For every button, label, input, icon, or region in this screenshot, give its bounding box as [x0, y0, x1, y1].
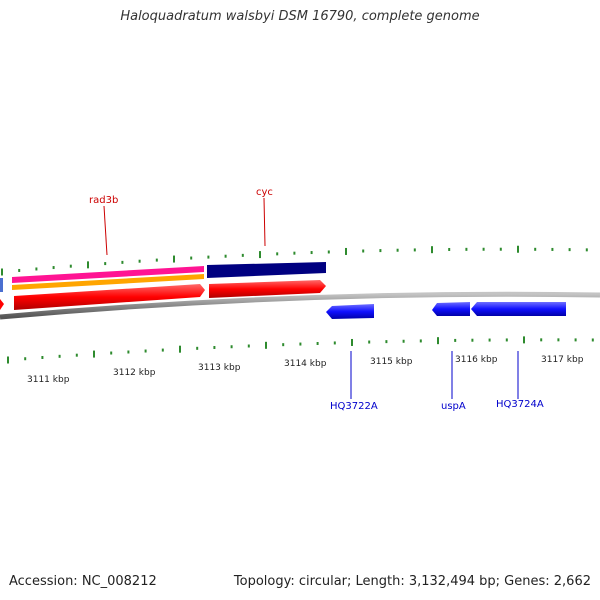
gene-label-hq3724a[interactable]: HQ3724A: [496, 399, 544, 410]
rad3b-feature: [12, 266, 204, 283]
kbp-label: 3116 kbp: [455, 355, 498, 365]
gene-label-hq3722a[interactable]: HQ3722A: [330, 401, 378, 412]
kbp-label: 3112 kbp: [113, 368, 156, 378]
gene-label-cyc[interactable]: cyc: [256, 187, 273, 198]
forward-cds-arrow: [14, 284, 205, 310]
ticks-upper-ring: [1, 245, 588, 276]
reverse-cds-arrow: [326, 304, 374, 319]
kbp-label: 3114 kbp: [284, 359, 327, 369]
kbp-label: 3115 kbp: [370, 357, 413, 367]
genome-summary-text: Topology: circular; Length: 3,132,494 bp…: [233, 574, 591, 589]
reverse-cds-arrow: [432, 302, 470, 316]
orange-feature: [12, 274, 204, 290]
kbp-label: 3113 kbp: [198, 363, 241, 373]
gene-label-uspa[interactable]: uspA: [441, 401, 466, 412]
left-edge-red-feature: [0, 299, 4, 310]
forward-cds-arrow: [209, 280, 326, 298]
kbp-label: 3111 kbp: [27, 375, 70, 385]
genome-backbone: [0, 291, 600, 320]
accession-text: Accession: NC_008212: [9, 574, 157, 589]
gene-label-rad3b[interactable]: rad3b: [89, 195, 118, 206]
rad3b-leader-line: [103, 205, 108, 256]
scale-labels: 3111 kbp 3112 kbp 3113 kbp 3114 kbp 3115…: [27, 355, 584, 385]
ticks-lower-ring: [7, 336, 594, 364]
reverse-cds-arrow: [471, 302, 566, 316]
kbp-label: 3117 kbp: [541, 355, 584, 365]
left-edge-blue-feature: [0, 278, 3, 292]
cyc-leader-line: [263, 197, 266, 247]
map-title: Haloquadratum walsbyi DSM 16790, complet…: [120, 9, 480, 24]
cyc-feature: [207, 262, 326, 278]
